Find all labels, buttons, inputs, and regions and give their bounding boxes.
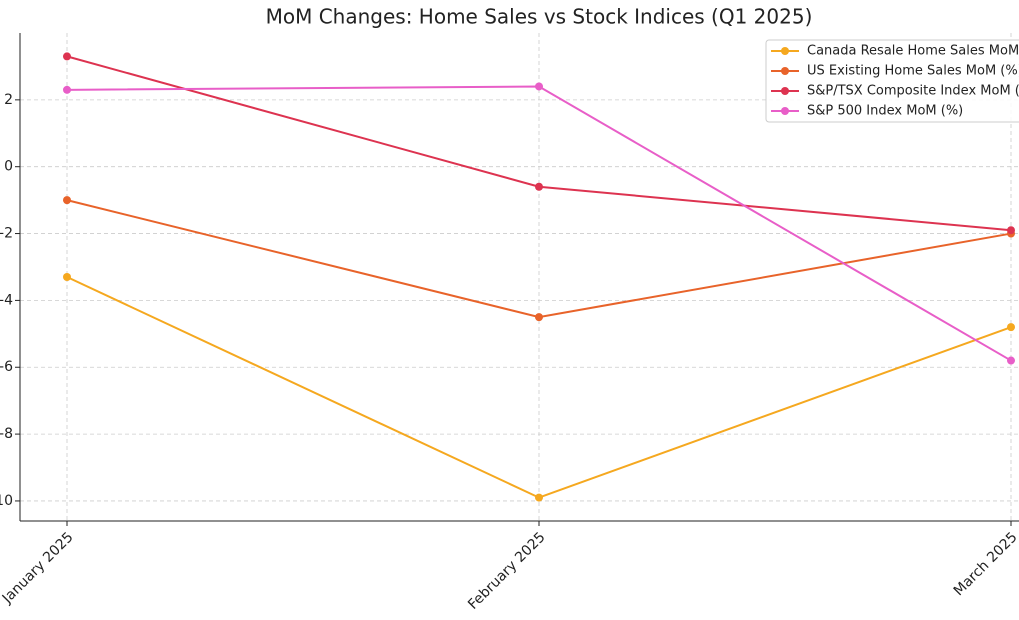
series-line — [66, 276, 1012, 499]
point — [63, 85, 71, 94]
point — [1007, 356, 1015, 365]
legend-label: S&P 500 Index MoM (%) — [807, 104, 963, 119]
point — [63, 273, 71, 281]
legend-box — [765, 39, 1019, 123]
y-tick-label: 2 — [4, 92, 13, 108]
legend-marker — [781, 87, 789, 95]
x-tick-label: January 2025 — [0, 529, 77, 607]
x-tick-label: February 2025 — [465, 529, 549, 613]
legend-label: US Existing Home Sales MoM (%) — [807, 64, 1019, 79]
y-tick-label: -6 — [0, 359, 13, 375]
point — [1007, 226, 1015, 235]
legend-marker — [781, 67, 789, 75]
y-tick-label: 0 — [4, 159, 13, 175]
point — [1007, 323, 1015, 332]
legend-label: S&P/TSX Composite Index MoM (%) — [807, 84, 1019, 99]
legend-marker — [781, 47, 789, 55]
y-tick-label: -4 — [0, 292, 13, 308]
point — [63, 52, 71, 61]
y-tick-label: -10 — [0, 493, 13, 509]
y-tick-label: -2 — [0, 226, 13, 242]
point — [63, 196, 71, 205]
legend-marker — [781, 107, 789, 115]
y-tick-label: -8 — [0, 426, 13, 442]
point — [535, 82, 543, 91]
chart-title: MoM Changes: Home Sales vs Stock Indices… — [266, 5, 813, 29]
x-tick-label: March 2025 — [951, 529, 1019, 599]
point — [535, 493, 543, 502]
legend-label: Canada Resale Home Sales MoM (%) — [807, 44, 1019, 59]
point — [535, 182, 543, 191]
point — [535, 313, 543, 322]
